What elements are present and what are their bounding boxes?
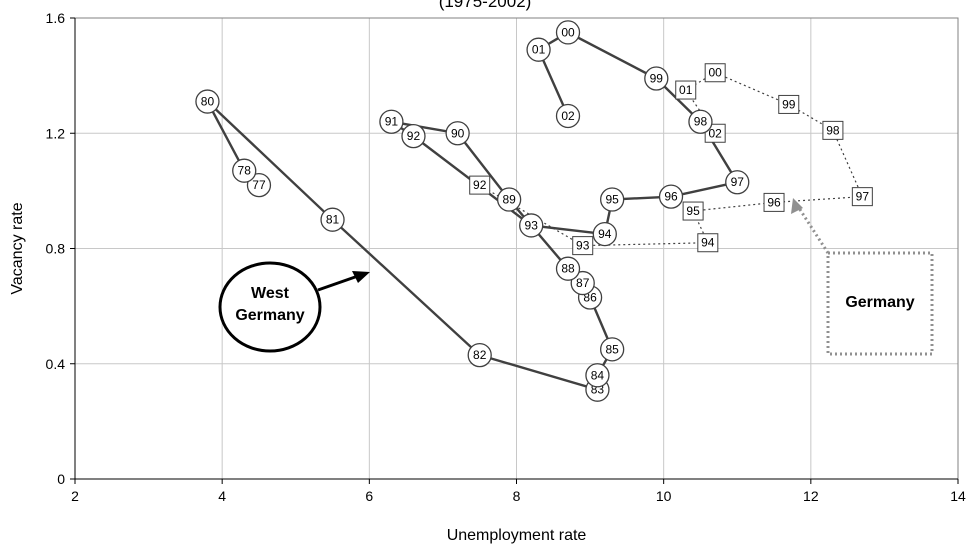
x-tick-label: 4	[218, 488, 226, 504]
west-germany-point-label: 94	[598, 227, 612, 241]
x-tick-label: 6	[365, 488, 373, 504]
west-germany-arrow-head	[352, 271, 370, 283]
germany-point-label: 94	[701, 236, 715, 250]
west-germany-arrow-shaft	[317, 274, 359, 292]
west-germany-point-marker	[526, 37, 551, 62]
west-germany-point-marker	[644, 66, 669, 91]
west-germany-point-label: 87	[576, 276, 590, 290]
west-germany-point-marker	[445, 121, 470, 146]
germany-point-marker	[778, 94, 800, 114]
west-germany-point-label: 98	[694, 115, 708, 129]
germany-point-marker	[704, 63, 726, 83]
west-germany-point-label: 85	[605, 342, 619, 356]
west-germany-callout-label-line1: West	[251, 285, 290, 302]
west-germany-point-label: 02	[561, 109, 575, 123]
germany-point-marker	[851, 187, 873, 207]
west-germany-point-label: 90	[451, 126, 465, 140]
west-germany-point-label: 99	[650, 72, 664, 86]
x-tick-label: 8	[513, 488, 521, 504]
west-germany-point-label: 80	[201, 95, 215, 109]
axes	[70, 17, 959, 484]
west-germany-point-marker	[555, 20, 581, 45]
germany-point-label: 95	[686, 204, 700, 218]
west-germany-point-label: 81	[326, 213, 340, 227]
west-germany-point-marker	[555, 256, 581, 281]
germany-arrow-shaft	[797, 207, 830, 254]
west-germany-point-marker	[519, 213, 544, 238]
west-germany-point-label: 01	[532, 43, 546, 57]
chart-title: (1975-2002)	[438, 0, 532, 11]
x-axis-label: Unemployment rate	[447, 527, 587, 544]
west-germany-point-marker	[401, 123, 426, 149]
west-germany-point-marker	[600, 337, 625, 362]
germany-point-marker	[675, 80, 697, 100]
west-germany-point-label: 00	[561, 25, 575, 39]
west-germany-point-marker	[600, 187, 625, 212]
west-germany-point-label: 93	[525, 218, 539, 232]
west-germany-point-marker	[246, 172, 272, 198]
germany-point-label: 97	[856, 190, 870, 204]
germany-point-label: 92	[473, 178, 487, 192]
west-germany-point-marker	[555, 103, 581, 129]
west-germany-point-marker	[496, 187, 522, 212]
west-germany-point-marker	[232, 158, 257, 183]
gridlines	[75, 18, 958, 479]
west-germany-point-marker	[688, 109, 713, 134]
west-germany-point-marker	[320, 207, 345, 232]
west-germany-point-label: 97	[731, 175, 745, 189]
y-tick-label: 1.2	[46, 125, 66, 141]
west-germany-point-label: 96	[664, 190, 678, 204]
y-tick-label: 0.8	[46, 241, 66, 257]
germany-arrow-head	[791, 198, 803, 214]
germany-point-label: 98	[826, 123, 840, 137]
west-germany-point-label: 84	[591, 368, 605, 382]
x-tick-label: 2	[71, 488, 79, 504]
germany-point-label: 93	[576, 239, 590, 253]
west-germany-point-label: 77	[252, 178, 266, 192]
west-germany-point-marker	[379, 109, 404, 134]
west-germany-point-label: 89	[502, 193, 516, 207]
west-germany-point-marker	[658, 184, 684, 209]
west-germany-callout-label-line2: Germany	[235, 307, 304, 324]
west-germany-callout-circle	[218, 261, 322, 353]
x-tick-label: 10	[656, 488, 672, 504]
germany-point-marker	[682, 201, 704, 221]
west-germany-point-label: 95	[605, 193, 619, 207]
germany-point-marker	[822, 120, 844, 140]
west-germany-point-label: 88	[561, 262, 575, 276]
germany-point-marker	[469, 175, 491, 195]
west-germany-point-label: 82	[473, 348, 487, 362]
y-axis-label: Vacancy rate	[9, 202, 26, 294]
west-germany-point-label: 91	[385, 115, 399, 129]
west-germany-point-marker	[592, 221, 617, 247]
annotations: West Germany Germany	[218, 198, 934, 356]
tick-labels: 2 4 6 8 10 12 14 0 0.4 0.8 1.2 1.6	[46, 10, 966, 504]
west-germany-point-marker	[195, 89, 220, 114]
x-tick-label: 12	[803, 488, 819, 504]
germany-callout-label: Germany	[845, 294, 914, 311]
germany-point-marker	[697, 233, 719, 253]
germany-point-marker	[572, 236, 594, 256]
west-germany-point-marker	[585, 363, 610, 388]
germany-point-label: 00	[708, 66, 722, 80]
y-tick-label: 0.4	[46, 356, 66, 372]
germany-point-marker	[763, 192, 785, 212]
west-germany-point-marker	[467, 342, 492, 368]
germany-point-label: 96	[767, 195, 781, 209]
germany-point-label: 02	[708, 126, 722, 140]
west-germany-point-marker	[725, 170, 750, 195]
y-tick-label: 1.6	[46, 10, 66, 26]
germany-callout-box	[826, 251, 934, 356]
germany-point-label: 01	[679, 83, 693, 97]
west-germany-point-marker	[570, 270, 595, 296]
y-tick-label: 0	[57, 471, 65, 487]
x-tick-label: 14	[950, 488, 966, 504]
west-germany-point-label: 78	[238, 164, 252, 178]
west-germany-point-label: 92	[407, 129, 421, 143]
germany-point-label: 99	[782, 97, 796, 111]
